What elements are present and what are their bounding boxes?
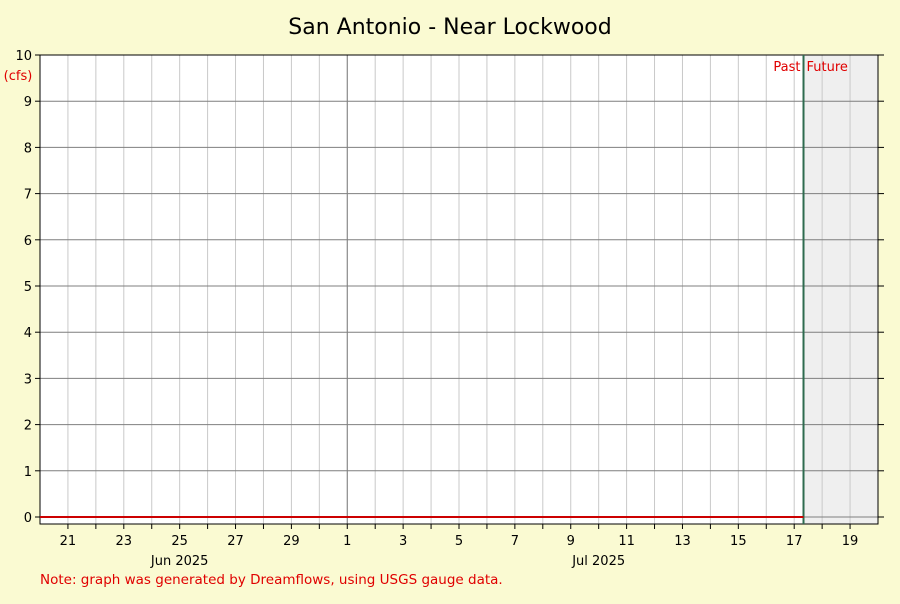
future-label: Future xyxy=(807,60,848,75)
y-tick-label: 2 xyxy=(24,419,32,434)
y-tick-label: 8 xyxy=(24,141,32,156)
plot-area-past xyxy=(40,55,804,524)
x-tick-label: 21 xyxy=(60,534,77,549)
x-tick-label: 13 xyxy=(674,534,691,549)
x-tick-label: 1 xyxy=(343,534,351,549)
x-tick-label: 17 xyxy=(786,534,803,549)
y-axis-label: (cfs) xyxy=(4,69,33,84)
x-month-label: Jun 2025 xyxy=(150,554,209,569)
x-tick-label: 19 xyxy=(842,534,859,549)
source-note: Note: graph was generated by Dreamflows,… xyxy=(40,572,503,588)
plot-area-future xyxy=(803,55,878,524)
x-tick-label: 27 xyxy=(227,534,244,549)
x-tick-label: 3 xyxy=(399,534,407,549)
y-tick-label: 9 xyxy=(24,95,32,110)
y-tick-label: 10 xyxy=(15,49,32,64)
chart-title: San Antonio - Near Lockwood xyxy=(288,15,611,40)
x-tick-label: 7 xyxy=(511,534,519,549)
x-tick-label: 25 xyxy=(171,534,188,549)
x-tick-label: 9 xyxy=(567,534,575,549)
x-tick-label: 11 xyxy=(618,534,635,549)
past-label: Past xyxy=(773,60,800,75)
x-tick-label: 5 xyxy=(455,534,463,549)
y-tick-label: 3 xyxy=(24,372,32,387)
x-tick-label: 23 xyxy=(116,534,133,549)
x-tick-label: 29 xyxy=(283,534,300,549)
y-tick-label: 7 xyxy=(24,188,32,203)
y-tick-label: 0 xyxy=(24,511,32,526)
x-month-label: Jul 2025 xyxy=(571,554,625,569)
x-tick-label: 15 xyxy=(730,534,747,549)
y-tick-label: 5 xyxy=(24,280,32,295)
y-tick-label: 6 xyxy=(24,234,32,249)
y-tick-label: 4 xyxy=(24,326,32,341)
y-tick-label: 1 xyxy=(24,465,32,480)
